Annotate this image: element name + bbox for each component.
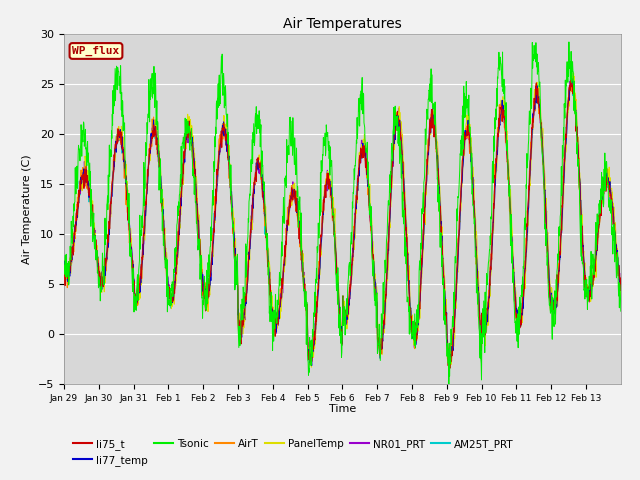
li77_temp — [60, 262, 68, 268]
NR01_PRT — [474, 275, 482, 280]
NR01_PRT — [617, 277, 625, 283]
PanelTemp — [317, 237, 325, 242]
li77_temp — [308, 362, 316, 368]
Tsonic — [474, 288, 482, 294]
li77_temp — [556, 263, 563, 269]
PanelTemp — [568, 70, 575, 75]
NR01_PRT — [328, 201, 336, 206]
Tsonic — [317, 158, 325, 164]
Y-axis label: Air Temperature (C): Air Temperature (C) — [22, 154, 33, 264]
PanelTemp — [611, 215, 618, 220]
li77_temp — [317, 238, 325, 243]
Line: NR01_PRT: NR01_PRT — [64, 77, 621, 364]
Tsonic — [445, 390, 452, 396]
NR01_PRT — [60, 261, 68, 267]
PanelTemp — [556, 258, 563, 264]
AirT — [556, 250, 563, 255]
li75_t — [611, 230, 618, 236]
Bar — [64, 134, 621, 184]
Bar — [64, 84, 621, 134]
AM25T_PRT — [60, 260, 68, 266]
li75_t — [328, 202, 335, 207]
PanelTemp — [474, 273, 482, 278]
AM25T_PRT — [474, 294, 482, 300]
Tsonic — [328, 158, 335, 164]
AirT — [611, 233, 618, 239]
li75_t — [147, 140, 155, 145]
AirT — [328, 201, 335, 206]
li75_t — [474, 291, 482, 297]
Line: PanelTemp: PanelTemp — [64, 72, 621, 367]
AirT — [60, 262, 68, 268]
AM25T_PRT — [617, 280, 625, 286]
Line: Tsonic: Tsonic — [64, 42, 621, 393]
AirT — [317, 231, 325, 237]
NR01_PRT — [568, 74, 576, 80]
li77_temp — [617, 280, 625, 286]
li77_temp — [147, 131, 155, 136]
Tsonic — [617, 308, 625, 314]
Bar — [64, 34, 621, 84]
NR01_PRT — [556, 253, 563, 259]
PanelTemp — [60, 257, 68, 263]
li77_temp — [474, 285, 482, 291]
Bar — [64, 334, 621, 384]
NR01_PRT — [611, 218, 618, 224]
Title: Air Temperatures: Air Temperatures — [283, 17, 402, 31]
NR01_PRT — [308, 361, 316, 367]
PanelTemp — [328, 189, 336, 195]
X-axis label: Time: Time — [329, 404, 356, 414]
li75_t — [617, 275, 625, 280]
AirT — [474, 294, 482, 300]
Line: li77_temp: li77_temp — [64, 78, 621, 365]
AirT — [445, 363, 452, 369]
AirT — [617, 281, 625, 287]
AirT — [568, 76, 575, 82]
AM25T_PRT — [556, 256, 563, 262]
li77_temp — [328, 195, 336, 201]
PanelTemp — [308, 364, 316, 370]
li75_t — [556, 260, 563, 265]
Line: AirT: AirT — [64, 79, 621, 366]
Line: li75_t: li75_t — [64, 76, 621, 368]
NR01_PRT — [317, 229, 325, 235]
AM25T_PRT — [611, 229, 618, 235]
li75_t — [317, 234, 325, 240]
Bar — [64, 234, 621, 284]
li75_t — [446, 365, 454, 371]
li75_t — [568, 73, 575, 79]
AM25T_PRT — [317, 230, 325, 236]
AM25T_PRT — [147, 132, 155, 138]
Bar — [64, 284, 621, 334]
AM25T_PRT — [566, 77, 574, 83]
Tsonic — [60, 263, 68, 268]
NR01_PRT — [147, 132, 155, 138]
Tsonic — [565, 39, 573, 45]
Tsonic — [556, 224, 563, 230]
Text: WP_flux: WP_flux — [72, 46, 120, 56]
AM25T_PRT — [328, 199, 336, 205]
Tsonic — [147, 94, 155, 99]
PanelTemp — [617, 283, 625, 289]
li77_temp — [611, 227, 618, 233]
li77_temp — [568, 75, 575, 81]
Tsonic — [611, 236, 618, 241]
Bar — [64, 184, 621, 234]
PanelTemp — [147, 136, 155, 142]
Legend: li75_t, li77_temp, Tsonic, AirT, PanelTemp, NR01_PRT, AM25T_PRT: li75_t, li77_temp, Tsonic, AirT, PanelTe… — [69, 435, 518, 470]
AM25T_PRT — [307, 359, 314, 365]
Line: AM25T_PRT: AM25T_PRT — [64, 80, 621, 362]
li75_t — [60, 262, 68, 267]
AirT — [147, 138, 155, 144]
